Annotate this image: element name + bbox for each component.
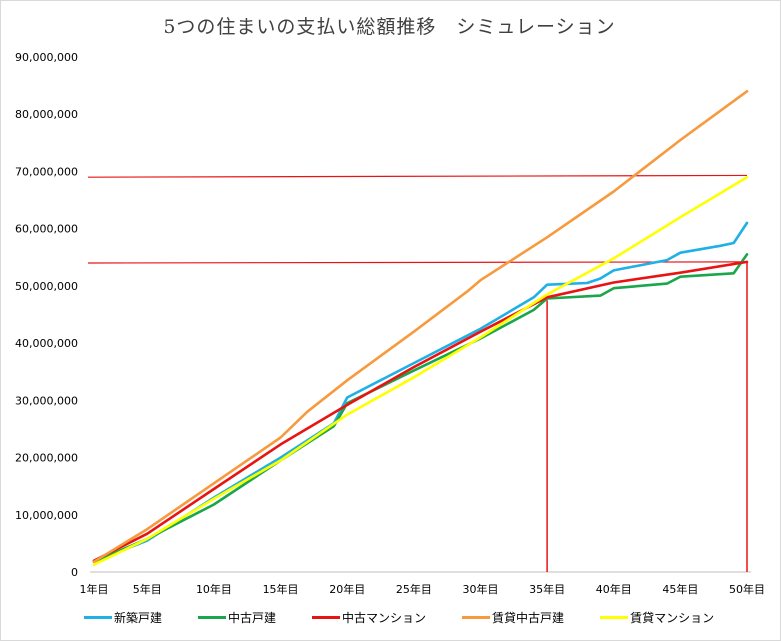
legend-swatch: [198, 616, 227, 619]
series-line-4: [92, 90, 749, 564]
x-tick-label: 15年目: [263, 582, 299, 596]
y-tick-label: 20,000,000: [15, 452, 78, 465]
x-tick-label: 50年目: [729, 582, 765, 596]
x-tick-label: 1年目: [80, 582, 109, 596]
series-line-1: [92, 221, 749, 564]
legend-item: 中古マンション: [312, 609, 426, 626]
x-tick-label: 20年目: [329, 582, 365, 596]
legend: 新築戸建 中古戸建 中古マンション 賃貸中古戸建 賃貸マンション: [84, 609, 750, 626]
x-tick-label: 5年目: [133, 582, 162, 596]
x-tick-label: 10年目: [196, 582, 232, 596]
legend-item: 賃貸マンション: [600, 609, 714, 626]
x-tick-label: 40年目: [596, 582, 632, 596]
reference-line-horizontal: [87, 261, 748, 264]
y-tick-label: 80,000,000: [15, 108, 78, 121]
chart-title: 5つの住まいの支払い総額推移 シミュレーション: [163, 16, 616, 38]
y-axis-labels: 0 10,000,000 20,000,000 30,000,000 40,000,00…: [15, 51, 78, 579]
legend-swatch: [600, 616, 629, 619]
x-tick-label: 35年目: [529, 582, 565, 596]
y-tick-label: 40,000,000: [15, 337, 78, 350]
y-tick-label: 30,000,000: [15, 394, 78, 407]
y-tick-label: 90,000,000: [15, 51, 78, 64]
reference-lines: [87, 174, 748, 572]
series-line-2: [92, 253, 749, 564]
y-tick-label: 0: [71, 566, 78, 579]
legend-item: 新築戸建: [84, 609, 162, 626]
y-tick-label: 50,000,000: [15, 280, 78, 293]
series-line-3: [92, 260, 749, 562]
x-axis-labels: 1年目 5年目 10年目 15年目 20年目 25年目 30年目 35年目 40年目 45年目 50…: [80, 582, 766, 596]
legend-swatch: [84, 616, 112, 619]
legend-item: 賃貸中古戸建: [462, 609, 564, 626]
legend-label: 賃貸マンション: [630, 611, 715, 625]
reference-line-horizontal: [87, 174, 748, 178]
legend-label: 中古マンション: [342, 611, 427, 625]
series-line-5: [92, 175, 749, 566]
x-tick-label: 30年目: [462, 582, 498, 596]
legend-swatch: [312, 616, 341, 619]
x-tick-label: 45年目: [662, 582, 698, 596]
x-tick-label: 25年目: [396, 582, 432, 596]
legend-label: 新築戸建: [114, 611, 163, 625]
series-lines: [92, 90, 749, 566]
legend-item: 中古戸建: [198, 609, 276, 626]
legend-label: 中古戸建: [228, 611, 277, 625]
y-tick-label: 70,000,000: [15, 165, 78, 178]
y-tick-label: 60,000,000: [15, 223, 78, 236]
y-tick-label: 10,000,000: [15, 509, 78, 522]
legend-swatch: [462, 616, 491, 619]
legend-label: 賃貸中古戸建: [492, 611, 565, 625]
